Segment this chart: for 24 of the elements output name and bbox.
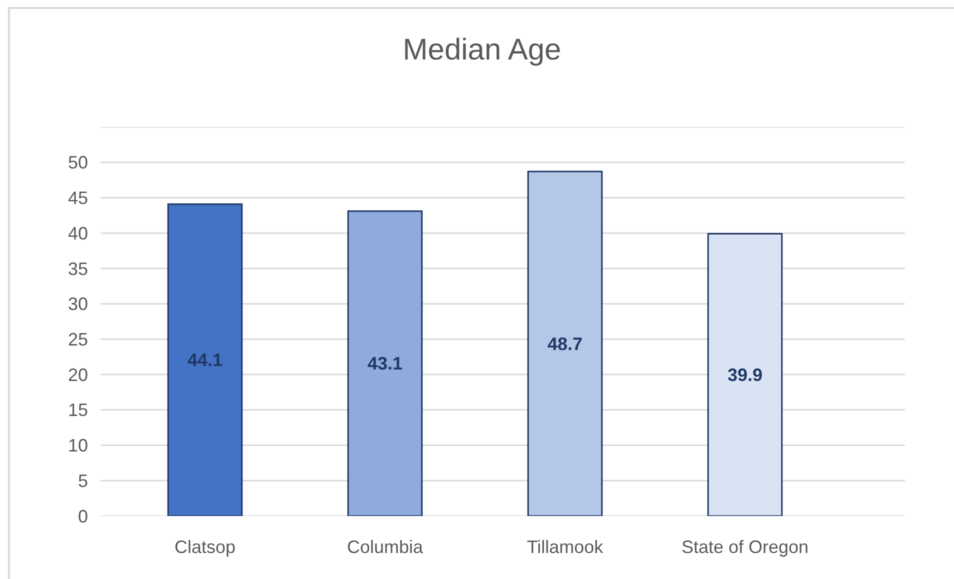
chart-title: Median Age xyxy=(402,33,562,66)
y-tick-label: 30 xyxy=(68,294,88,314)
bar xyxy=(347,210,423,516)
y-tick-label: 15 xyxy=(68,400,88,420)
x-tick-label: State of Oregon xyxy=(681,537,809,557)
data-label: 39.9 xyxy=(727,364,763,385)
y-tick-label: 40 xyxy=(68,223,88,244)
data-label: 48.7 xyxy=(547,334,583,354)
y-tick-label: 50 xyxy=(68,152,88,173)
bar xyxy=(167,203,243,516)
y-tick-label: 5 xyxy=(78,470,88,491)
bar xyxy=(707,233,783,516)
y-tick-label: 0 xyxy=(78,506,88,526)
data-label: 43.1 xyxy=(367,354,403,374)
data-label: 44.1 xyxy=(187,350,223,370)
y-tick-label: 35 xyxy=(68,258,88,279)
x-tick-label: Tillamook xyxy=(526,537,604,557)
y-tick-label: 10 xyxy=(68,436,88,456)
y-tick-label: 20 xyxy=(68,364,88,385)
bar xyxy=(527,170,603,516)
x-tick-label: Columbia xyxy=(346,537,424,557)
y-tick-label: 45 xyxy=(68,188,88,208)
x-tick-label: Clatsop xyxy=(174,537,236,557)
y-tick-label: 25 xyxy=(68,329,88,350)
